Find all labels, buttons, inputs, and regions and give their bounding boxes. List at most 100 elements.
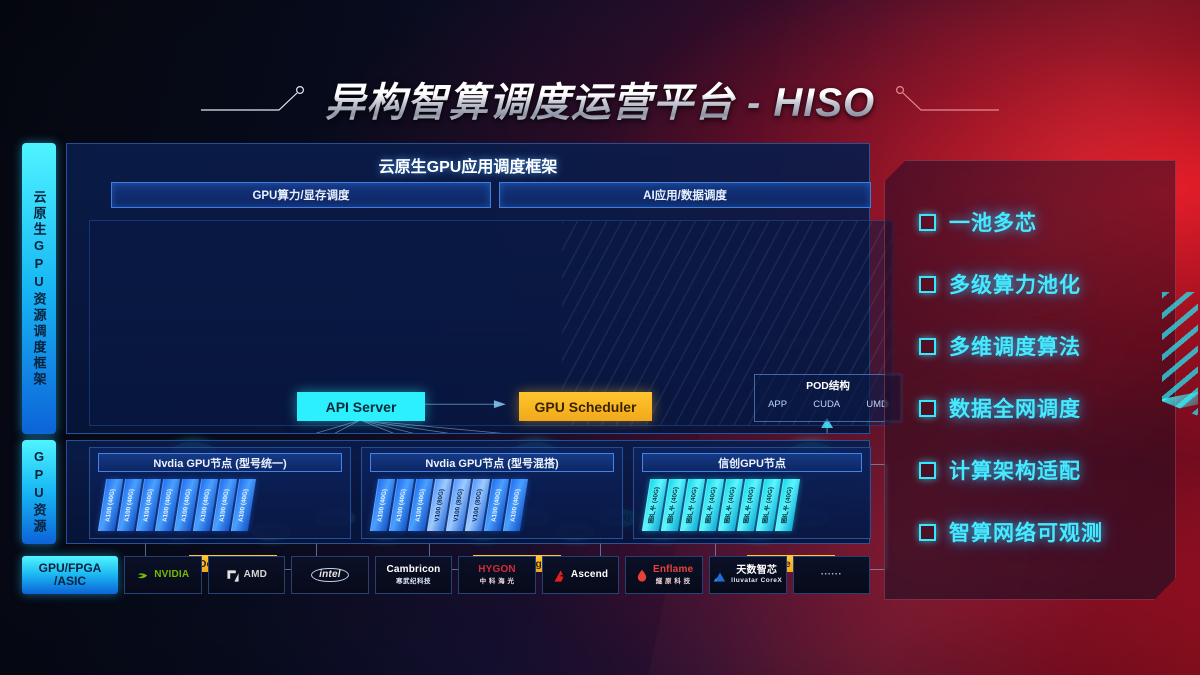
feature-item-5[interactable]: 计算架构适配 <box>919 439 1175 501</box>
checkbox-icon <box>919 462 936 479</box>
slide-title-bar: 异构智算调度运营平台 - HISO <box>0 68 1200 130</box>
vendor-cell-intel[interactable]: intel <box>291 556 369 594</box>
feature-item-1[interactable]: 一池多芯 <box>919 191 1175 253</box>
gpu-group-domestic: 信创GPU节点 国产卡 (40G) 国产卡 (40G) 国产卡 (40G) 国产卡 (… <box>633 447 871 539</box>
gpu-card-label: A100 (40G) <box>509 488 522 522</box>
gpu-card-label: A100 (40G) <box>142 488 155 522</box>
feature-label: 一池多芯 <box>949 212 1037 235</box>
checkbox-icon <box>919 338 936 355</box>
gpu-card-label: V100 (80G) <box>452 488 465 522</box>
api-server-box[interactable]: API Server <box>297 392 425 421</box>
pod-layer-cuda: CUDA <box>813 399 841 410</box>
enflame-logo <box>635 569 649 582</box>
page-title: 异构智算调度运营平台 - HISO <box>325 70 875 128</box>
vendor-row-label: GPU/FPGA /ASIC <box>22 556 118 594</box>
pod-structure-layers: APP CUDA UMD <box>755 399 901 410</box>
gpu-scheduler-box[interactable]: GPU Scheduler <box>519 392 652 421</box>
vendor-subtitle: 中 科 海 光 <box>479 578 515 586</box>
ascend-logo <box>553 569 567 582</box>
title-ornament-left <box>200 83 311 115</box>
gpu-group-1-cards: A100 (40G) A100 (40G) A100 (40G) V100 (80G)… <box>369 478 614 532</box>
vendor-label-line2: /ASIC <box>53 574 86 588</box>
amd-logo <box>226 569 240 582</box>
gpu-card-label: A100 (40G) <box>161 488 174 522</box>
vendor-cell-cambricon[interactable]: Cambricon 寒武纪科技 <box>374 556 453 594</box>
gpu-card-label: 国产卡 (40G) <box>762 486 775 524</box>
feature-item-6[interactable]: 智算网络可观测 <box>919 501 1175 563</box>
vendor-cell-enflame[interactable]: Enflame 燧 原 科 技 <box>625 556 703 594</box>
gpu-group-1-title: Nvdia GPU节点 (型号混搭) <box>370 453 614 472</box>
vendor-cell-nvidia[interactable]: NVIDIA <box>124 556 202 594</box>
gpu-card-label: A100 (40G) <box>490 488 503 522</box>
vendor-name: Enflame <box>653 563 694 575</box>
vendor-label-line1: GPU/FPGA <box>38 561 102 576</box>
vendor-name: Ascend <box>570 568 609 580</box>
gpu-card-label: A100 (40G) <box>180 488 193 522</box>
gpu-card-label: 国产卡 (40G) <box>667 486 680 524</box>
checkbox-icon <box>919 524 936 541</box>
gpu-group-0-title: Nvdia GPU节点 (型号统一) <box>98 453 342 472</box>
vendor-name: AMD <box>243 568 268 580</box>
gpu-card-label: V100 (80G) <box>433 488 446 522</box>
gpu-group-nvidia-mixed: Nvdia GPU节点 (型号混搭) A100 (40G) A100 (40G) A… <box>361 447 623 539</box>
vendor-name: 天数智芯 <box>736 565 778 577</box>
checkbox-icon <box>919 276 936 293</box>
gpu-resource-panel: Nvdia GPU节点 (型号统一) A100 (40G) A100 (40G) A… <box>66 440 871 544</box>
pod-structure-box: POD结构 APP CUDA UMD <box>754 374 902 422</box>
pod-layer-app: APP <box>768 399 788 410</box>
gpu-card-label: 国产卡 (40G) <box>743 486 756 524</box>
gpu-card-label: 国产卡 (40G) <box>781 486 794 524</box>
gpu-card-label: 国产卡 (40G) <box>648 486 661 524</box>
feature-label: 数据全网调度 <box>949 398 1081 421</box>
feature-item-4[interactable]: 数据全网调度 <box>919 377 1175 439</box>
gpu-card-label: 国产卡 (40G) <box>705 486 718 524</box>
vendor-name: Cambricon <box>386 563 441 575</box>
vendor-cell-iluvatar[interactable]: 天数智芯 Iluvatar CoreX <box>708 556 787 594</box>
vendor-subtitle: 燧 原 科 技 <box>655 578 691 586</box>
vendor-logo-row: GPU/FPGA /ASIC NVIDIA AMD intel Cambricon 寒武… <box>22 556 871 594</box>
feature-list-panel: 一池多芯多级算力池化多维调度算法数据全网调度 计算架构适配 智算网络可观测 <box>884 160 1176 600</box>
iluvatar-logo <box>713 569 727 582</box>
feature-item-3[interactable]: 多维调度算法 <box>919 315 1175 377</box>
gpu-card-label: A100 (40G) <box>237 488 250 522</box>
cloud-native-framework-panel: 云原生GPU应用调度框架 GPU算力/显存调度 AI应用/数据调度 <box>66 143 902 572</box>
vendor-name: ······ <box>820 568 842 580</box>
vendor-name: HYGON <box>478 563 516 575</box>
gpu-group-2-title: 信创GPU节点 <box>642 453 862 472</box>
gpu-card-label: 国产卡 (40G) <box>686 486 699 524</box>
gpu-group-2-cards: 国产卡 (40G) 国产卡 (40G) 国产卡 (40G) 国产卡 (40G) 国产卡 … <box>641 478 862 532</box>
checkbox-icon <box>919 400 936 417</box>
gpu-card-label: A100 (40G) <box>199 488 212 522</box>
vendor-name: intel <box>311 567 349 583</box>
gpu-card-label: V100 (80G) <box>471 488 484 522</box>
vendor-subtitle: Iluvatar CoreX <box>731 576 783 584</box>
gpu-group-nvidia-uniform: Nvdia GPU节点 (型号统一) A100 (40G) A100 (40G) A… <box>89 447 351 539</box>
nvidia-logo <box>136 569 150 581</box>
checkbox-icon <box>919 214 936 231</box>
gpu-card-label: A100 (40G) <box>376 488 389 522</box>
pod-layer-umd: UMD <box>866 399 888 410</box>
vendor-cell-hygon[interactable]: HYGON 中 科 海 光 <box>458 556 536 594</box>
feature-label: 多级算力池化 <box>949 274 1081 297</box>
gpu-card-label: A100 (40G) <box>395 488 408 522</box>
subbar-gpu-compute-memory-scheduling[interactable]: GPU算力/显存调度 <box>111 182 491 208</box>
feature-label: 智算网络可观测 <box>949 522 1103 545</box>
band-label-gpu-resource: GPU资源 <box>22 440 56 544</box>
gpu-card-label: 国产卡 (40G) <box>724 486 737 524</box>
gpu-card-label: A100 (40G) <box>104 488 117 522</box>
vendor-cell-amd[interactable]: AMD <box>207 556 286 594</box>
vendor-name: NVIDIA <box>154 568 190 580</box>
gpu-card-label: A100 (40G) <box>123 488 136 522</box>
vendor-subtitle: 寒武纪科技 <box>395 578 431 586</box>
vendor-cell-ellipsis[interactable]: ······ <box>792 556 871 594</box>
k8s-stage <box>89 220 893 426</box>
framework-header-title: 云原生GPU应用调度框架 <box>378 159 558 176</box>
stripe-decoration <box>1162 292 1198 416</box>
connector-lines <box>315 400 834 433</box>
pod-structure-title: POD结构 <box>806 380 850 392</box>
gpu-card-label: A100 (40G) <box>218 488 231 522</box>
feature-item-2[interactable]: 多级算力池化 <box>919 253 1175 315</box>
vendor-cell-ascend[interactable]: Ascend <box>541 556 620 594</box>
subbar-ai-app-data-scheduling[interactable]: AI应用/数据调度 <box>499 182 871 208</box>
feature-label: 计算架构适配 <box>949 460 1081 483</box>
